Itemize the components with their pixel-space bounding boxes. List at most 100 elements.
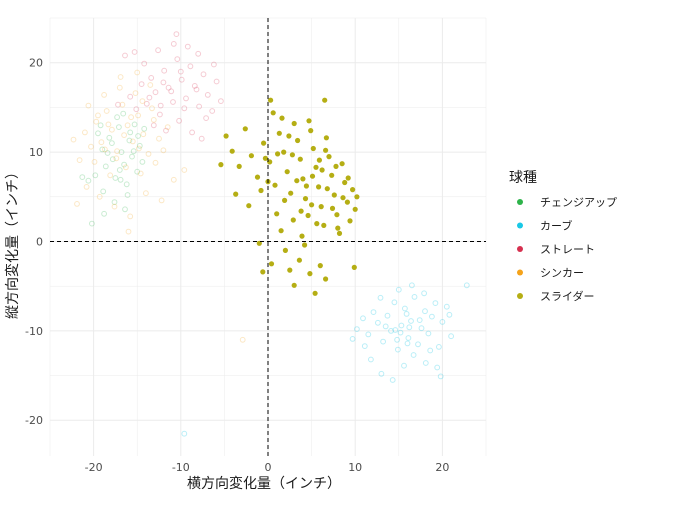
legend-item: ストレート [517,243,595,256]
data-point [405,335,412,341]
data-point [122,52,128,59]
data-point [299,233,305,239]
y-tick-label: -10 [25,325,43,338]
data-point [155,47,162,54]
data-point [384,312,391,319]
data-point [178,76,185,83]
data-point [131,121,138,128]
data-point [101,92,107,98]
data-point [131,49,138,55]
data-point [103,108,110,114]
data-point [95,130,101,137]
data-point [354,326,360,333]
data-point [181,105,188,112]
data-point [340,195,346,201]
data-point [119,101,126,108]
x-tick-label: -10 [172,461,190,474]
data-point [402,305,408,312]
data-point [135,112,142,119]
data-point [184,43,191,50]
data-point [282,197,288,203]
data-point [163,127,169,134]
data-point [152,159,159,166]
data-point [425,330,432,337]
data-point [114,148,120,155]
data-point [170,176,177,183]
data-point [124,192,131,198]
data-point [389,377,396,383]
data-point [148,75,155,81]
tick-labels: -20 -10 0 10 20 -20 -10 0 10 20 [25,57,449,474]
data-point [147,82,154,88]
data-point [124,122,131,129]
data-point [129,138,136,145]
data-point [403,311,410,317]
data-point [300,176,306,182]
data-point [289,152,295,158]
data-point [138,81,145,87]
data-point [116,124,122,130]
series-2 [115,31,224,142]
data-point [394,336,401,343]
data-point [278,228,284,234]
data-point [145,151,152,157]
data-point [268,261,275,267]
data-point [443,303,450,310]
data-point [127,93,134,100]
legend-key-marker [517,246,523,252]
data-point [181,430,188,437]
data-point [83,184,90,190]
data-point [347,218,353,224]
data-point [223,133,229,139]
data-point [350,187,356,193]
data-point [352,206,358,212]
data-points [50,18,486,456]
data-point [361,343,368,350]
data-point [303,183,309,189]
data-point [463,282,470,289]
data-point [276,130,282,136]
data-point [392,327,399,333]
data-point [375,319,381,326]
data-point [395,286,402,293]
data-point [193,86,200,93]
legend-item: シンカー [517,267,584,280]
data-point [329,172,335,178]
data-point [294,178,300,184]
data-point [349,336,356,342]
legend-key-marker [517,222,523,229]
data-point [316,157,322,163]
y-tick-label: -20 [25,414,43,427]
data-point [422,360,429,366]
data-point [152,89,159,96]
data-point [211,61,217,68]
data-point [146,94,153,101]
data-point [117,176,124,183]
data-point [432,300,439,307]
data-point [82,129,88,136]
data-point [100,188,107,195]
data-point [112,175,119,181]
x-tick-label: 0 [265,461,272,474]
data-point [275,151,281,157]
data-point [236,163,242,169]
data-point [360,315,366,322]
data-point [268,97,274,103]
data-point [281,149,287,155]
data-point [143,100,150,107]
data-point [111,203,118,210]
data-point [125,228,132,235]
data-point [97,122,104,129]
data-point [296,257,302,263]
data-point [326,154,332,160]
data-point [177,68,184,75]
data-point [140,131,147,138]
data-point [170,99,176,105]
data-point [345,175,351,181]
data-point [93,118,100,125]
data-point [116,84,123,91]
data-point [233,191,239,197]
data-point [248,153,254,159]
legend-label: ストレート [540,243,595,256]
